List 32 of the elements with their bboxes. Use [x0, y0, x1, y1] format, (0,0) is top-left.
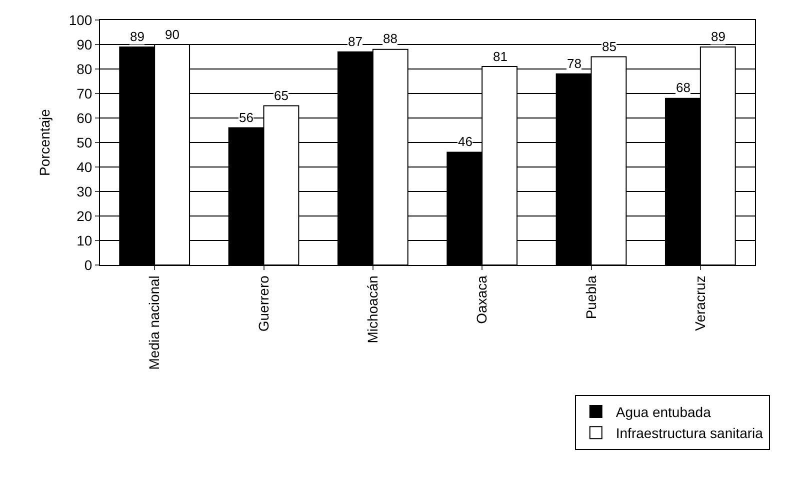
y-tick-label: 70 [76, 85, 92, 102]
data-label: 90 [165, 27, 180, 42]
x-tick-label: Media nacional [146, 276, 162, 370]
y-tick-label: 0 [84, 256, 92, 273]
y-tick-label: 90 [76, 36, 92, 52]
legend-label: Agua entubada [616, 404, 712, 420]
x-tick-label: Guerrero [255, 275, 272, 332]
x-tick-label: Oaxaca [474, 275, 490, 324]
y-tick-label: 30 [76, 183, 92, 200]
data-label: 85 [602, 39, 616, 54]
x-tick-label: Puebla [582, 275, 599, 320]
x-tick-label: Veracruz [692, 276, 708, 331]
y-tick-label: 40 [76, 158, 92, 175]
x-tick-label: Michoacán [364, 276, 380, 344]
y-tick-label: 80 [76, 60, 92, 77]
y-tick-label: 50 [76, 134, 92, 150]
data-label: 89 [130, 29, 144, 44]
data-label: 46 [458, 134, 472, 149]
data-label: 65 [274, 88, 288, 103]
y-tick-label: 100 [68, 12, 92, 28]
y-tick-label: 20 [76, 208, 92, 224]
y-axis-title: Porcentaje [36, 108, 52, 176]
data-label: 78 [567, 56, 582, 71]
data-label: 89 [711, 29, 726, 44]
data-label: 87 [348, 34, 362, 49]
data-label: 56 [239, 110, 254, 125]
data-label: 81 [493, 49, 508, 64]
data-label: 68 [676, 80, 690, 95]
data-label: 88 [383, 31, 398, 46]
legend-label: Infraestructura sanitaria [616, 425, 764, 442]
y-tick-label: 10 [76, 232, 92, 248]
y-tick-label: 60 [76, 110, 92, 126]
